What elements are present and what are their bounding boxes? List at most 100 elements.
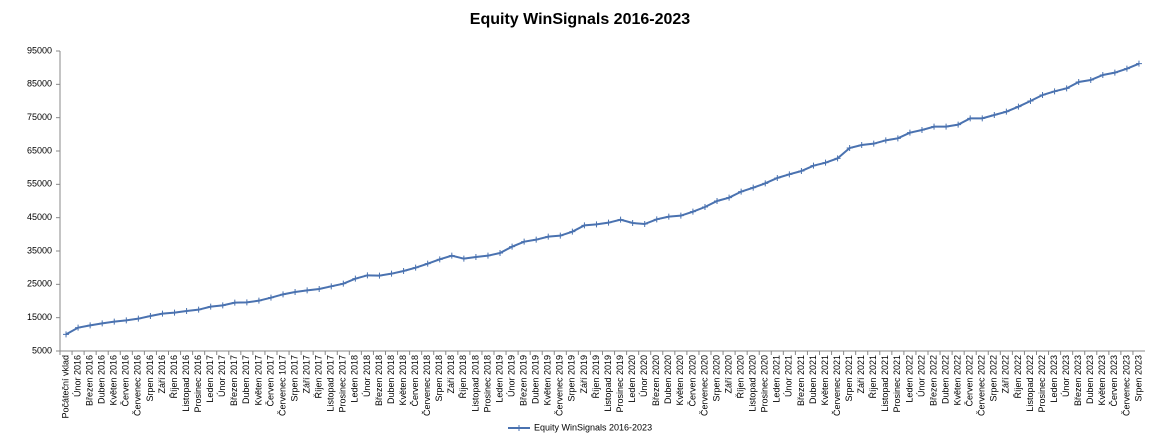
point-marker — [738, 188, 745, 195]
point-marker — [1063, 85, 1070, 92]
x-tick-label: Červenec 2018 — [422, 355, 432, 416]
legend-label: Equity WinSignals 2016-2023 — [534, 422, 652, 432]
x-tick-label: Září 2022 — [1001, 355, 1011, 394]
point-marker — [292, 289, 299, 295]
chart-title: Equity WinSignals 2016-2023 — [470, 11, 690, 28]
point-marker — [726, 194, 733, 201]
point-marker — [75, 324, 82, 331]
x-tick-label: Červenec 2019 — [555, 355, 565, 416]
point-marker — [1003, 108, 1010, 115]
x-tick-label: Říjen 2016 — [169, 355, 179, 399]
x-tick-label: Březen 2017 — [229, 355, 239, 406]
x-tick-label: Říjen 2021 — [868, 355, 878, 399]
x-tick-label: Květen 2018 — [398, 355, 408, 406]
point-marker — [171, 309, 178, 316]
point-marker — [689, 208, 696, 215]
x-tick-label: Říjen 2020 — [736, 355, 746, 399]
x-tick-label: Březen 2021 — [796, 355, 806, 406]
point-marker — [412, 264, 419, 271]
y-tick-label: 65000 — [27, 145, 52, 155]
point-marker — [472, 254, 479, 260]
x-tick-label: Únor 2016 — [72, 355, 82, 397]
x-tick-label: Červenec 2016 — [133, 355, 143, 416]
point-marker — [87, 322, 94, 329]
point-marker — [521, 238, 528, 245]
point-marker — [545, 233, 552, 240]
x-tick-label: Srpen 2021 — [844, 355, 854, 402]
x-tick-label: Prosinec 2022 — [1037, 355, 1047, 413]
x-tick-label: Květen 2023 — [1097, 355, 1107, 406]
x-tick-label: Září 2020 — [723, 355, 733, 394]
point-marker — [1015, 103, 1022, 110]
point-marker — [231, 299, 238, 306]
point-marker — [183, 308, 190, 314]
point-marker — [906, 129, 913, 136]
x-tick-label: Srpen 2018 — [434, 355, 444, 402]
x-tick-label: Leden 2019 — [494, 355, 504, 403]
point-marker — [424, 260, 431, 267]
x-tick-label: Říjen 2022 — [1013, 355, 1023, 399]
point-marker — [195, 306, 202, 313]
x-tick-label: Říjen 2018 — [458, 355, 468, 399]
y-tick-label: 45000 — [27, 212, 52, 222]
x-tick-label: Prosinec 2019 — [615, 355, 625, 413]
x-tick-label: Květen 2021 — [820, 355, 830, 406]
x-tick-label: Červen 2022 — [965, 355, 975, 407]
x-tick-label: Červen 2023 — [1109, 355, 1119, 407]
x-tick-label: Duben 2022 — [940, 355, 950, 404]
x-tick-label: Červenec 2022 — [977, 355, 987, 416]
x-tick-label: Leden 2018 — [350, 355, 360, 403]
x-tick-label: Duben 2017 — [241, 355, 251, 404]
x-tick-label: Únor 2017 — [217, 355, 227, 397]
x-tick-label: Únor 2022 — [916, 355, 926, 397]
point-marker — [255, 297, 262, 304]
x-tick-label: Prosinec 2020 — [760, 355, 770, 413]
x-tick-label: Říjen 2017 — [314, 355, 324, 399]
point-marker — [135, 315, 142, 322]
x-tick-label: Únor 2021 — [784, 355, 794, 397]
y-tick-label: 75000 — [27, 112, 52, 122]
point-marker — [641, 221, 648, 227]
point-marker — [955, 121, 962, 128]
point-marker — [460, 255, 467, 262]
x-tick-label: Červenec 2021 — [832, 355, 842, 416]
point-marker — [882, 137, 889, 144]
point-marker — [810, 162, 817, 169]
point-marker — [665, 213, 672, 220]
point-marker — [629, 220, 636, 226]
point-marker — [340, 280, 347, 287]
x-tick-label: Leden 2020 — [627, 355, 637, 403]
point-marker — [267, 294, 274, 301]
x-tick-label: Listopad 2018 — [470, 355, 480, 412]
x-tick-label: Červen 2020 — [687, 355, 697, 407]
x-tick-label: Březen 2020 — [651, 355, 661, 406]
point-marker — [943, 123, 950, 130]
point-marker — [870, 140, 877, 147]
x-tick-label: Září 2017 — [302, 355, 312, 394]
x-tick-label: Duben 2019 — [531, 355, 541, 404]
x-tick-label: Únor 2020 — [639, 355, 649, 397]
x-tick-label: Květen 2020 — [675, 355, 685, 406]
x-tick-label: Duben 2020 — [663, 355, 673, 404]
point-marker — [509, 243, 516, 250]
point-marker — [497, 250, 504, 256]
x-tick-label: Počáteční vklad — [60, 355, 70, 419]
x-tick-label: Červenec 2023 — [1121, 355, 1131, 416]
y-tick-label: 85000 — [27, 79, 52, 89]
x-tick-label: Listopad 2020 — [748, 355, 758, 412]
point-marker — [207, 303, 214, 310]
x-tick-label: Srpen 2016 — [145, 355, 155, 402]
x-tick-label: Prosinec 2016 — [193, 355, 203, 413]
x-tick-label: Duben 2018 — [386, 355, 396, 404]
x-tick-label: Říjen 2019 — [591, 355, 601, 399]
x-tick-label: Prosinec 2018 — [482, 355, 492, 413]
x-tick-label: Listopad 2017 — [326, 355, 336, 412]
x-tick-label: Květen 2019 — [543, 355, 553, 406]
point-marker — [786, 171, 793, 178]
point-marker — [123, 317, 130, 324]
x-tick-label: Duben 2023 — [1085, 355, 1095, 404]
point-marker — [593, 221, 600, 228]
point-marker — [677, 212, 684, 219]
